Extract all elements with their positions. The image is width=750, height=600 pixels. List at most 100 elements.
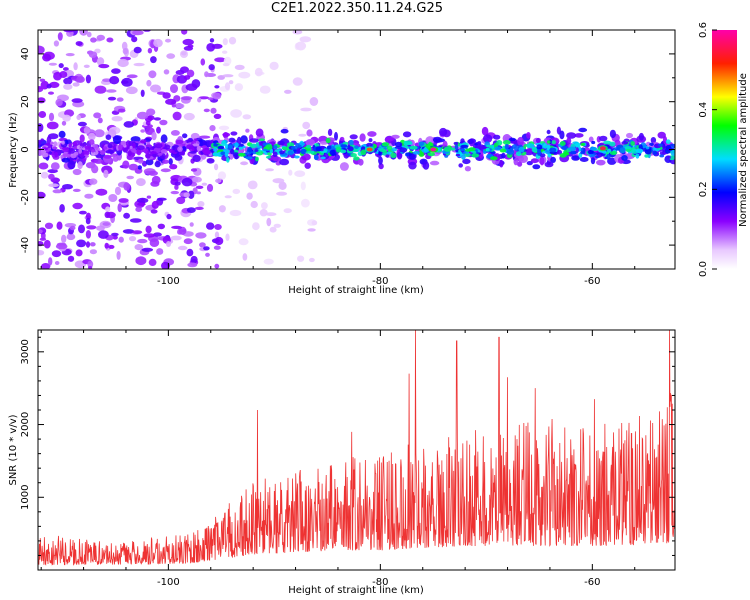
heatmap-cell — [536, 144, 543, 150]
heatmap-cell — [109, 76, 120, 85]
heatmap-cell — [43, 239, 51, 249]
heatmap-cell — [607, 148, 612, 153]
heatmap-cell — [599, 146, 606, 151]
heatmap-cell — [213, 113, 222, 119]
heatmap-cell — [75, 249, 83, 257]
heatmap-cell — [214, 57, 227, 63]
heatmap-cell — [422, 161, 430, 170]
heatmap-cell — [412, 151, 420, 155]
heatmap-cell — [209, 125, 216, 132]
heatmap-cell — [359, 133, 366, 142]
heatmap-cell — [117, 58, 129, 68]
heatmap-cell — [88, 132, 96, 141]
heatmap-cell — [588, 153, 596, 158]
heatmap-cell — [214, 236, 224, 246]
heatmap-cell — [290, 145, 298, 150]
heatmap-cell — [103, 169, 109, 178]
heatmap-cell — [242, 114, 252, 120]
colorbar-tick-label: 0.4 — [698, 102, 709, 118]
heatmap-cell — [165, 38, 171, 43]
heatmap-cell — [526, 132, 531, 139]
heatmap-cell — [38, 139, 42, 146]
heatmap-cell — [340, 144, 348, 148]
heatmap-cell — [259, 85, 271, 94]
heatmap-cell — [94, 158, 104, 164]
heatmap-cell — [83, 126, 91, 134]
heatmap-cell — [309, 97, 319, 106]
heatmap-cell — [105, 150, 114, 154]
chart-title: C2E1.2022.350.11.24.G25 — [270, 1, 444, 16]
heatmap-cell — [242, 253, 248, 261]
heatmap-cell — [405, 152, 410, 157]
heatmap-cell — [62, 184, 73, 190]
heatmap-cell — [247, 180, 258, 190]
heatmap-cell — [590, 157, 596, 165]
heatmap-cell — [265, 168, 274, 172]
heatmap-cell — [105, 206, 111, 213]
heatmap-cell — [166, 53, 176, 59]
heatmap-layer — [38, 30, 675, 269]
heatmap-cell — [135, 256, 147, 266]
heatmap-cell — [390, 152, 397, 159]
heatmap-cell — [150, 151, 157, 155]
heatmap-cell — [609, 141, 616, 147]
heatmap-cell — [96, 57, 105, 66]
heatmap-cell — [136, 197, 149, 204]
colorbar-label: Normalized spectral amplitude — [738, 73, 749, 227]
heatmap-cell — [214, 231, 220, 239]
heatmap-cell — [621, 155, 628, 161]
heatmap-cell — [245, 128, 250, 133]
snr-series-line — [38, 330, 675, 566]
heatmap-cell — [286, 142, 295, 148]
heatmap-cell — [175, 139, 184, 145]
heatmap-cell — [358, 158, 364, 166]
heatmap-cell — [54, 261, 60, 265]
heatmap-cell — [122, 48, 129, 55]
heatmap-cell — [464, 166, 471, 172]
heatmap-cell — [160, 134, 168, 144]
heatmap-cell — [580, 142, 585, 146]
heatmap-cell — [335, 146, 342, 153]
heatmap-cell — [454, 144, 459, 150]
heatmap-cell — [38, 86, 44, 93]
heatmap-cell — [329, 149, 336, 156]
heatmap-ylabel: Frequency (Hz) — [8, 112, 19, 188]
heatmap-cell — [539, 153, 546, 158]
heatmap-cell — [90, 148, 96, 153]
heatmap-cell — [499, 148, 507, 153]
heatmap-cell — [166, 213, 172, 220]
heatmap-cell — [499, 159, 504, 168]
heatmap-cell — [89, 242, 96, 247]
heatmap-cell — [432, 136, 443, 143]
heatmap-cell — [153, 232, 162, 237]
heatmap-cell — [349, 134, 358, 140]
heatmap-cell — [334, 131, 338, 141]
heatmap-cell — [39, 237, 47, 241]
heatmap-cell — [90, 37, 97, 43]
heatmap-cell — [214, 85, 220, 89]
heatmap-cell — [210, 107, 217, 114]
heatmap-cell — [502, 140, 511, 145]
heatmap-cell — [272, 151, 278, 157]
heatmap-cell — [517, 161, 523, 167]
heatmap-cell — [235, 84, 242, 91]
heatmap-cell — [255, 142, 260, 147]
heatmap-cell — [112, 155, 119, 162]
heatmap-cell — [195, 232, 207, 239]
heatmap-cell — [378, 151, 382, 156]
heatmap-cell — [129, 145, 133, 149]
heatmap-cell — [288, 169, 293, 176]
heatmap-cell — [39, 78, 46, 83]
heatmap-cell — [103, 146, 108, 150]
heatmap-cell — [116, 97, 124, 102]
heatmap-cell — [146, 195, 152, 199]
heatmap-cell — [650, 137, 657, 144]
heatmap-cell — [225, 233, 230, 241]
heatmap-cell — [652, 150, 658, 155]
heatmap-cell — [269, 148, 273, 154]
heatmap-cell — [596, 159, 606, 166]
heatmap-cell — [84, 145, 91, 150]
heatmap-cell — [214, 224, 222, 230]
heatmap-cell — [63, 67, 69, 71]
heatmap-cell — [63, 77, 73, 85]
